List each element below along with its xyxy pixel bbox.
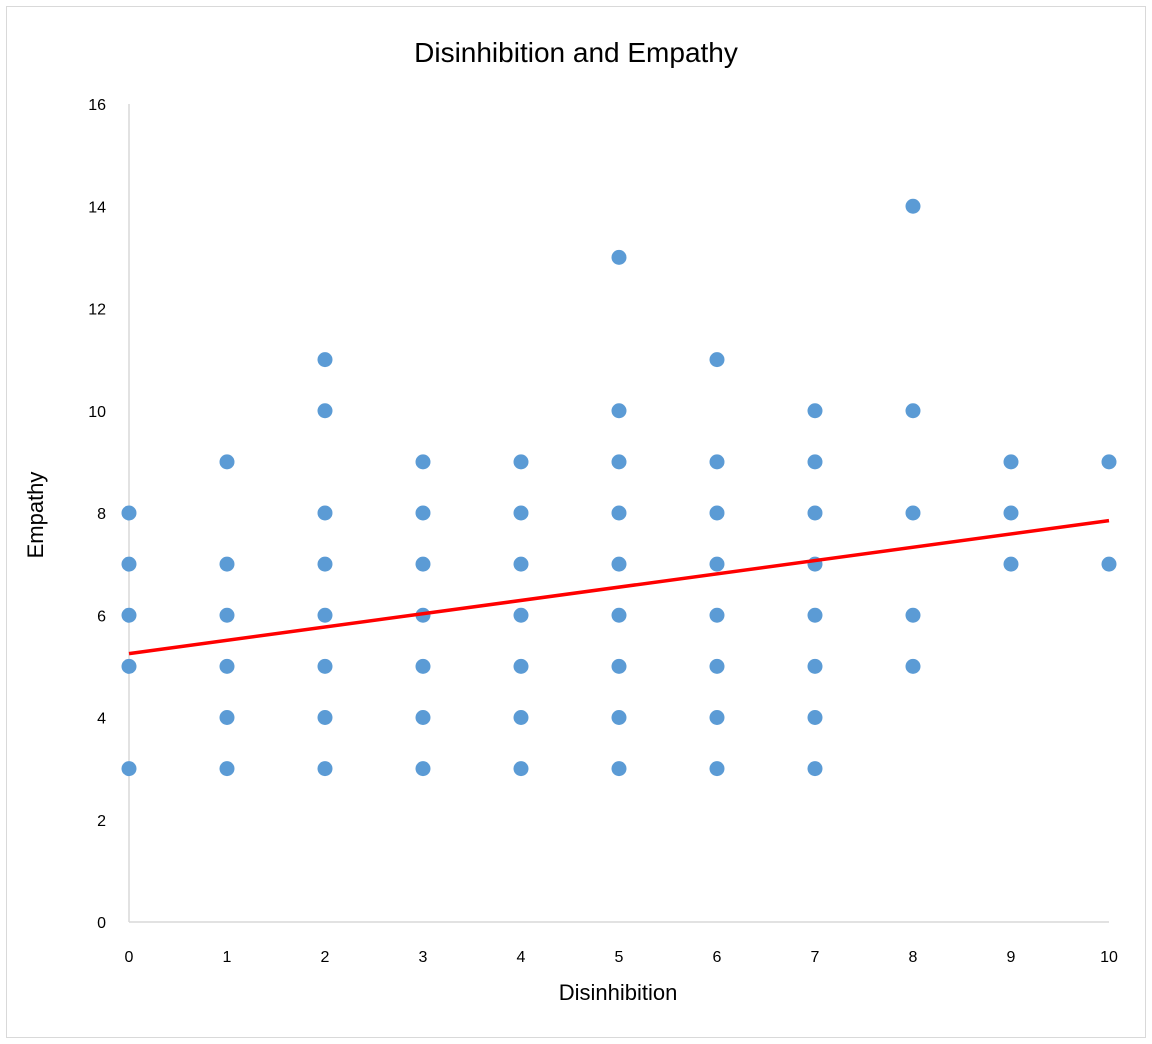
y-axis-title: Empathy bbox=[23, 472, 48, 559]
data-point bbox=[611, 607, 627, 623]
data-point bbox=[415, 658, 431, 674]
data-point bbox=[219, 761, 235, 777]
data-point bbox=[513, 556, 529, 572]
x-tick-label: 7 bbox=[811, 949, 820, 966]
data-point bbox=[709, 556, 725, 572]
data-point bbox=[709, 607, 725, 623]
data-point bbox=[807, 403, 823, 419]
data-point bbox=[611, 761, 627, 777]
data-point bbox=[611, 403, 627, 419]
data-point bbox=[513, 710, 529, 725]
data-point bbox=[807, 454, 823, 470]
chart-title: Disinhibition and Empathy bbox=[414, 37, 738, 68]
data-point bbox=[611, 556, 627, 572]
data-point bbox=[121, 658, 137, 674]
x-tick-label: 8 bbox=[909, 949, 918, 966]
data-point bbox=[513, 658, 529, 674]
data-point bbox=[709, 505, 725, 521]
y-tick-label: 8 bbox=[97, 506, 106, 523]
data-point bbox=[317, 761, 333, 777]
data-point bbox=[709, 658, 725, 674]
y-tick-label: 12 bbox=[88, 302, 106, 319]
data-point bbox=[317, 403, 333, 419]
data-point bbox=[709, 761, 725, 777]
x-tick-label: 10 bbox=[1100, 949, 1118, 966]
trendline bbox=[128, 518, 1110, 656]
data-point bbox=[611, 505, 627, 521]
data-point bbox=[1003, 505, 1019, 521]
data-point bbox=[709, 352, 725, 368]
data-point bbox=[807, 658, 823, 674]
data-point bbox=[317, 658, 333, 674]
chart-border bbox=[6, 6, 1146, 1038]
data-point bbox=[513, 505, 529, 521]
data-point bbox=[1101, 454, 1117, 470]
data-point bbox=[317, 710, 333, 725]
data-point bbox=[905, 658, 921, 674]
data-point bbox=[219, 710, 235, 725]
x-tick-label: 3 bbox=[419, 949, 428, 966]
x-tick-label: 5 bbox=[615, 949, 624, 966]
x-axis-title: Disinhibition bbox=[559, 980, 678, 1005]
data-point bbox=[905, 403, 921, 419]
data-point bbox=[317, 505, 333, 521]
data-point bbox=[415, 454, 431, 470]
data-point bbox=[709, 454, 725, 470]
data-point bbox=[317, 556, 333, 572]
data-point bbox=[415, 556, 431, 572]
data-point bbox=[807, 607, 823, 623]
data-point bbox=[611, 658, 627, 674]
data-point bbox=[219, 454, 235, 470]
y-tick-label: 4 bbox=[97, 711, 106, 728]
x-tick-label: 1 bbox=[223, 949, 232, 966]
x-tick-label: 4 bbox=[517, 949, 526, 966]
data-point bbox=[905, 607, 921, 623]
data-point bbox=[121, 607, 137, 623]
data-point bbox=[807, 761, 823, 777]
y-tick-label: 14 bbox=[88, 199, 106, 216]
data-point bbox=[611, 249, 627, 265]
data-point bbox=[611, 454, 627, 470]
data-point bbox=[219, 607, 235, 623]
x-tick-label: 9 bbox=[1007, 949, 1016, 966]
x-tick-label: 0 bbox=[125, 949, 134, 966]
y-tick-label: 10 bbox=[88, 404, 106, 421]
y-tick-label: 2 bbox=[97, 813, 106, 830]
data-point bbox=[807, 710, 823, 725]
data-point bbox=[317, 607, 333, 623]
data-point bbox=[1101, 556, 1117, 572]
data-point bbox=[415, 505, 431, 521]
data-point bbox=[807, 505, 823, 521]
x-tick-label: 2 bbox=[321, 949, 330, 966]
data-point bbox=[121, 761, 137, 777]
y-tick-labels: 0 2 4 6 8 10 12 14 16 bbox=[88, 97, 106, 932]
y-tick-label: 16 bbox=[88, 97, 106, 114]
data-point bbox=[1003, 556, 1019, 572]
data-point bbox=[415, 710, 431, 725]
data-point bbox=[905, 198, 921, 214]
data-point bbox=[513, 454, 529, 470]
x-tick-labels: 0 1 2 3 4 5 6 7 8 9 10 bbox=[125, 949, 1118, 966]
data-point bbox=[121, 556, 137, 572]
data-point bbox=[317, 352, 333, 368]
data-point bbox=[513, 607, 529, 623]
y-tick-label: 6 bbox=[97, 608, 106, 625]
data-point bbox=[905, 505, 921, 521]
data-point bbox=[709, 710, 725, 725]
data-point bbox=[611, 710, 627, 725]
data-point bbox=[219, 556, 235, 572]
data-point bbox=[1003, 454, 1019, 470]
data-points bbox=[121, 198, 1117, 777]
y-tick-label: 0 bbox=[97, 915, 106, 932]
x-tick-label: 6 bbox=[713, 949, 722, 966]
data-point bbox=[219, 658, 235, 674]
data-point bbox=[121, 505, 137, 521]
data-point bbox=[415, 761, 431, 777]
data-point bbox=[513, 761, 529, 777]
